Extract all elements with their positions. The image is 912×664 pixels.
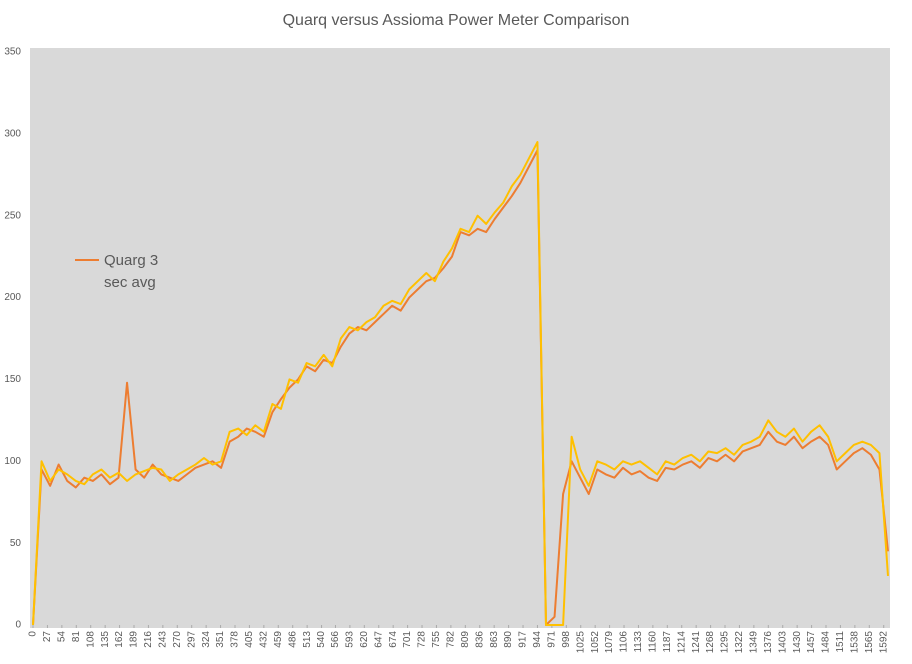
plot-area [30, 48, 890, 628]
x-tick-label: 135 [100, 631, 111, 648]
x-tick-label: 728 [417, 631, 428, 648]
legend-swatch [75, 259, 99, 261]
x-tick-label: 459 [273, 631, 284, 648]
legend-label: Quarg 3 sec avg [104, 252, 159, 291]
x-tick-label: 1295 [720, 631, 731, 654]
x-tick-label: 405 [244, 631, 255, 648]
x-tick-label: 1079 [604, 631, 615, 654]
x-tick-label: 1241 [691, 631, 702, 654]
y-tick-label: 350 [4, 47, 21, 58]
y-tick-label: 150 [4, 374, 21, 385]
x-tick-label: 1268 [705, 631, 716, 654]
series-line [32, 141, 889, 626]
y-tick-label: 0 [15, 620, 21, 631]
y-tick-label: 50 [10, 538, 22, 549]
x-tick-label: 890 [503, 631, 514, 648]
y-tick-label: 300 [4, 128, 21, 139]
x-tick-label: 54 [56, 631, 67, 643]
y-tick-label: 250 [4, 210, 21, 221]
x-tick-label: 1376 [763, 631, 774, 654]
x-tick-label: 432 [258, 631, 269, 648]
x-tick-label: 1484 [821, 631, 832, 654]
y-tick-label: 100 [4, 456, 21, 467]
x-tick-label: 1349 [749, 631, 760, 654]
y-tick-label: 200 [4, 292, 21, 303]
x-tick-label: 863 [489, 631, 500, 648]
x-tick-label: 351 [215, 631, 226, 648]
x-tick-label: 674 [388, 631, 399, 648]
x-tick-label: 1511 [835, 631, 846, 653]
x-tick-label: 1025 [575, 631, 586, 654]
x-tick-label: 297 [186, 631, 197, 648]
x-tick-label: 243 [157, 631, 168, 648]
x-tick-label: 324 [201, 631, 212, 648]
x-tick-label: 1565 [864, 631, 875, 654]
x-tick-label: 1187 [662, 631, 673, 653]
x-tick-label: 189 [129, 631, 140, 648]
x-tick-label: 27 [42, 631, 53, 643]
x-tick-label: 944 [532, 631, 543, 648]
x-tick-label: 378 [230, 631, 241, 648]
x-tick-label: 971 [547, 631, 558, 648]
x-tick-label: 1430 [792, 631, 803, 654]
x-tick-label: 1052 [590, 631, 601, 654]
x-tick-label: 1457 [806, 631, 817, 654]
x-tick-label: 620 [359, 631, 370, 648]
x-tick-label: 917 [518, 631, 529, 648]
x-tick-label: 1160 [648, 631, 659, 653]
x-tick-label: 108 [85, 631, 96, 648]
x-tick-label: 782 [446, 631, 457, 648]
series-line [32, 149, 889, 626]
chart-title: Quarq versus Assioma Power Meter Compari… [283, 12, 630, 29]
x-tick-label: 836 [474, 631, 485, 648]
x-tick-label: 0 [28, 631, 39, 637]
x-tick-label: 593 [345, 631, 356, 648]
x-tick-label: 1592 [878, 631, 889, 654]
x-tick-label: 755 [431, 631, 442, 648]
x-tick-label: 1106 [619, 631, 630, 653]
x-tick-label: 216 [143, 631, 154, 648]
x-tick-label: 486 [287, 631, 298, 648]
x-tick-label: 1322 [734, 631, 745, 654]
x-tick-label: 513 [302, 631, 313, 648]
x-tick-label: 566 [330, 631, 341, 648]
x-tick-label: 647 [373, 631, 384, 648]
x-tick-label: 162 [114, 631, 125, 648]
x-tick-label: 540 [316, 631, 327, 648]
x-tick-label: 1214 [676, 631, 687, 654]
x-tick-label: 998 [561, 631, 572, 648]
x-tick-label: 81 [71, 631, 82, 643]
x-tick-label: 1403 [777, 631, 788, 654]
x-tick-label: 1538 [850, 631, 861, 654]
x-tick-label: 1133 [633, 631, 644, 653]
x-tick-label: 701 [402, 631, 413, 648]
x-tick-label: 809 [460, 631, 471, 648]
x-tick-label: 270 [172, 631, 183, 648]
legend: Quarg 3 sec avg [75, 250, 175, 294]
